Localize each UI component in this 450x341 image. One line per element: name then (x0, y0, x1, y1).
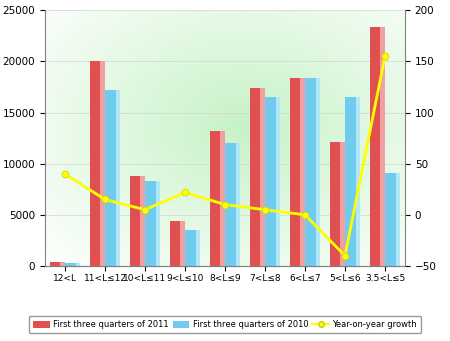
Bar (140, 176, 145, 266)
Bar (250, 88, 265, 266)
Bar (276, 97, 280, 266)
Legend: First three quarters of 2011, First three quarters of 2010, Year-on-year growth: First three quarters of 2011, First thre… (29, 316, 421, 333)
Bar (301, 78, 305, 266)
Bar (130, 176, 145, 266)
Bar (356, 97, 360, 266)
Bar (225, 143, 240, 266)
Bar (380, 27, 385, 266)
Bar (220, 131, 225, 266)
Bar (341, 142, 345, 266)
Bar (180, 221, 185, 266)
Bar (315, 78, 320, 266)
Bar (60, 262, 65, 266)
Bar (76, 263, 80, 266)
Bar (345, 97, 360, 266)
Bar (290, 78, 305, 266)
Bar (90, 61, 105, 266)
Bar (265, 97, 280, 266)
Bar (105, 90, 120, 266)
Bar (100, 61, 105, 266)
Bar (305, 78, 320, 266)
Bar (65, 263, 80, 266)
Bar (116, 90, 120, 266)
Bar (330, 142, 345, 266)
Bar (370, 27, 385, 266)
Bar (236, 143, 240, 266)
Bar (210, 131, 225, 266)
Bar (261, 88, 265, 266)
Bar (156, 181, 160, 266)
Bar (170, 221, 185, 266)
Bar (396, 173, 400, 266)
Bar (196, 230, 200, 266)
Bar (50, 262, 65, 266)
Bar (185, 230, 200, 266)
Bar (145, 181, 160, 266)
Bar (385, 173, 400, 266)
